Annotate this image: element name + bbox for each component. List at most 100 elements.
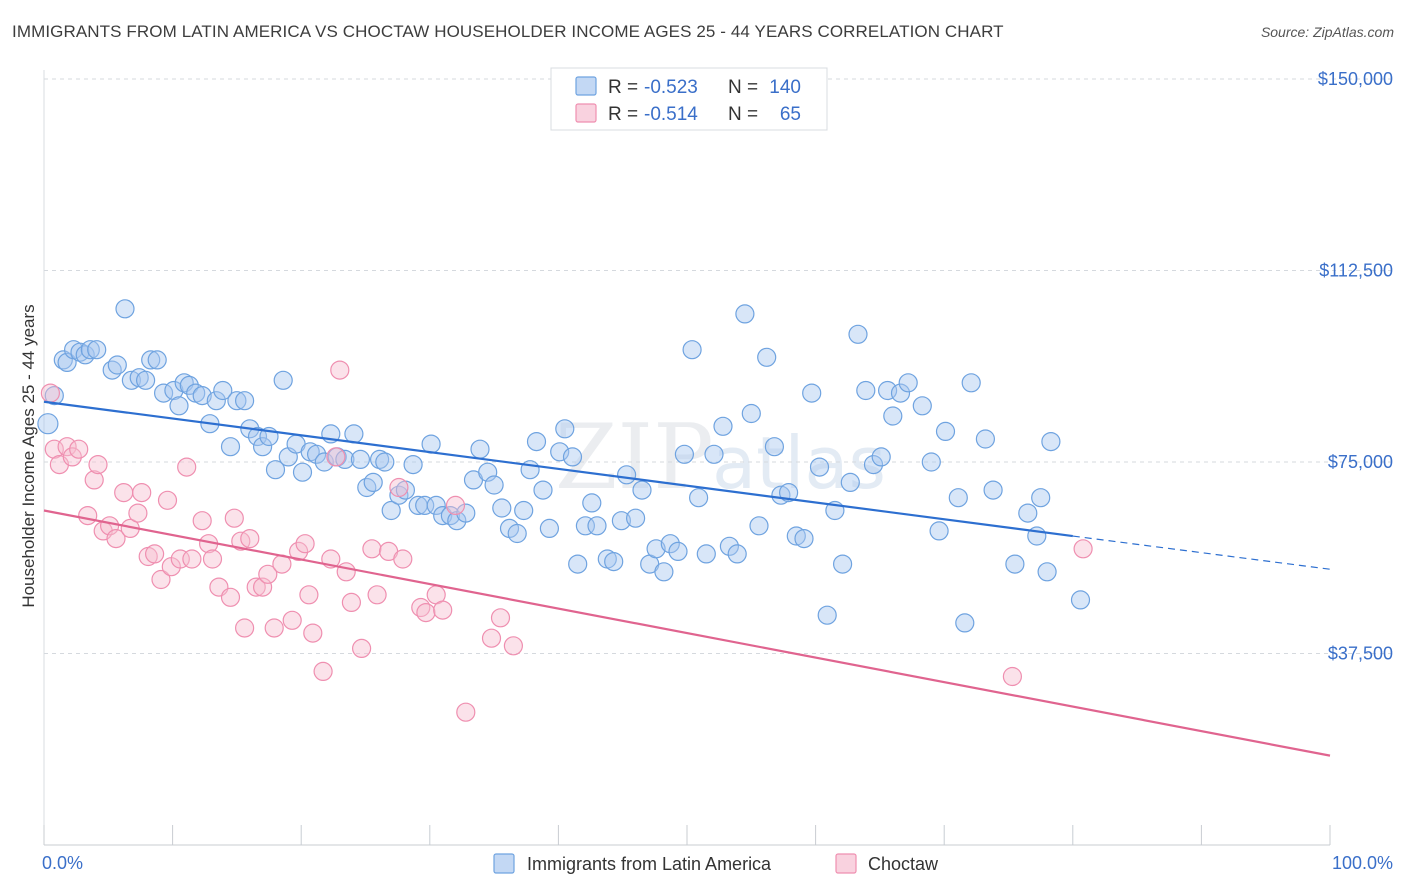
correlation-legend: R = -0.523 N = 140 R = -0.514 N = 65 <box>550 67 828 131</box>
pink-point <box>240 528 260 549</box>
blue-point <box>575 516 596 536</box>
blue-point <box>192 386 212 406</box>
pink-point <box>299 585 319 605</box>
chart-source: Source: ZipAtlas.com <box>1260 24 1394 40</box>
pink-point <box>289 541 309 562</box>
pink-point <box>411 597 431 618</box>
blue-point <box>80 340 100 360</box>
blue-point <box>668 541 688 562</box>
blue-point <box>727 544 747 564</box>
blue-point <box>778 483 799 503</box>
pink-point <box>393 549 413 569</box>
blue-point <box>832 554 853 574</box>
blue-point <box>247 426 268 447</box>
pink-point <box>433 600 453 620</box>
pink-point <box>330 360 350 380</box>
x-ticks <box>43 825 1331 845</box>
pink-point <box>253 577 273 597</box>
blue-point <box>704 444 724 464</box>
blue-point <box>1041 432 1061 452</box>
blue-point <box>646 539 666 559</box>
pink-point <box>416 602 436 623</box>
pink-point <box>57 437 77 457</box>
blue-point <box>533 480 553 500</box>
blue-point <box>440 505 460 526</box>
blue-point <box>757 347 777 367</box>
blue-point <box>403 455 423 475</box>
pink-point <box>151 569 171 590</box>
blue-point <box>848 324 868 344</box>
blue-point <box>562 447 583 467</box>
legend-r-label-blue: R = <box>608 77 638 98</box>
blue-point <box>363 472 383 492</box>
blue-point <box>912 396 932 416</box>
blue-point <box>632 480 652 500</box>
blue-point <box>604 551 624 572</box>
pink-point <box>326 447 346 467</box>
blue-point <box>871 447 891 467</box>
blue-point <box>381 500 401 521</box>
pink-point <box>235 618 255 638</box>
blue-point <box>863 455 884 475</box>
blue-point <box>898 373 918 393</box>
pink-point <box>445 495 466 515</box>
legend-r-label-pink: R = <box>608 104 638 125</box>
pink-point <box>336 562 356 582</box>
blue-point <box>983 480 1003 500</box>
blue-point <box>611 511 632 531</box>
blue-point <box>115 299 135 319</box>
pink-point <box>264 618 284 638</box>
legend-n-value-blue: 140 <box>769 77 801 98</box>
blue-point <box>568 554 588 574</box>
pink-point <box>192 511 212 531</box>
pink-point <box>282 610 302 630</box>
pink-point <box>182 549 202 569</box>
trend-line-pink <box>43 509 1331 757</box>
blue-point <box>213 380 233 401</box>
blue-point <box>344 424 364 444</box>
blue-point <box>929 521 949 541</box>
blue-point <box>507 523 527 544</box>
pink-point <box>145 544 165 564</box>
x-tick-label-max: 100.0% <box>1332 853 1393 873</box>
trend-line-blue <box>43 400 1073 538</box>
blue-point <box>37 413 59 435</box>
y-tick-label-3: $150,000 <box>1318 69 1393 89</box>
trend-line-blue-extension <box>1072 535 1331 570</box>
blue-point <box>375 452 395 472</box>
series-legend-label-pink: Choctaw <box>868 854 939 874</box>
pink-point <box>170 549 190 569</box>
pink-point <box>456 702 476 722</box>
series-legend-label-blue: Immigrants from Latin America <box>527 854 772 874</box>
blue-point <box>1037 562 1057 582</box>
chart-title: IMMIGRANTS FROM LATIN AMERICA VS CHOCTAW… <box>12 22 1004 41</box>
blue-point <box>539 518 560 539</box>
y-tick-label-0: $37,500 <box>1328 644 1393 664</box>
blue-point <box>749 516 769 536</box>
pink-point <box>389 477 409 498</box>
pink-point <box>62 447 82 467</box>
blue-point <box>921 452 941 472</box>
blue-point <box>856 380 876 401</box>
blue-point <box>1031 488 1051 508</box>
pink-point <box>177 457 197 477</box>
pink-point <box>490 608 511 628</box>
x-tick-label-min: 0.0% <box>42 853 83 873</box>
blue-point <box>890 383 911 403</box>
blue-point <box>350 449 370 469</box>
pink-point <box>69 439 89 459</box>
blue-point <box>526 432 547 452</box>
pink-point <box>1002 666 1023 687</box>
blue-point <box>273 370 293 390</box>
pink-point <box>40 383 61 403</box>
blue-point <box>555 419 575 439</box>
blue-point <box>764 437 785 457</box>
blue-point <box>1005 554 1025 574</box>
blue-point <box>227 391 247 411</box>
series-legend-swatch-pink <box>835 853 857 874</box>
legend-swatch-blue <box>575 76 597 96</box>
blue-point <box>87 340 107 360</box>
pink-point <box>157 490 178 510</box>
blue-point <box>357 477 377 498</box>
